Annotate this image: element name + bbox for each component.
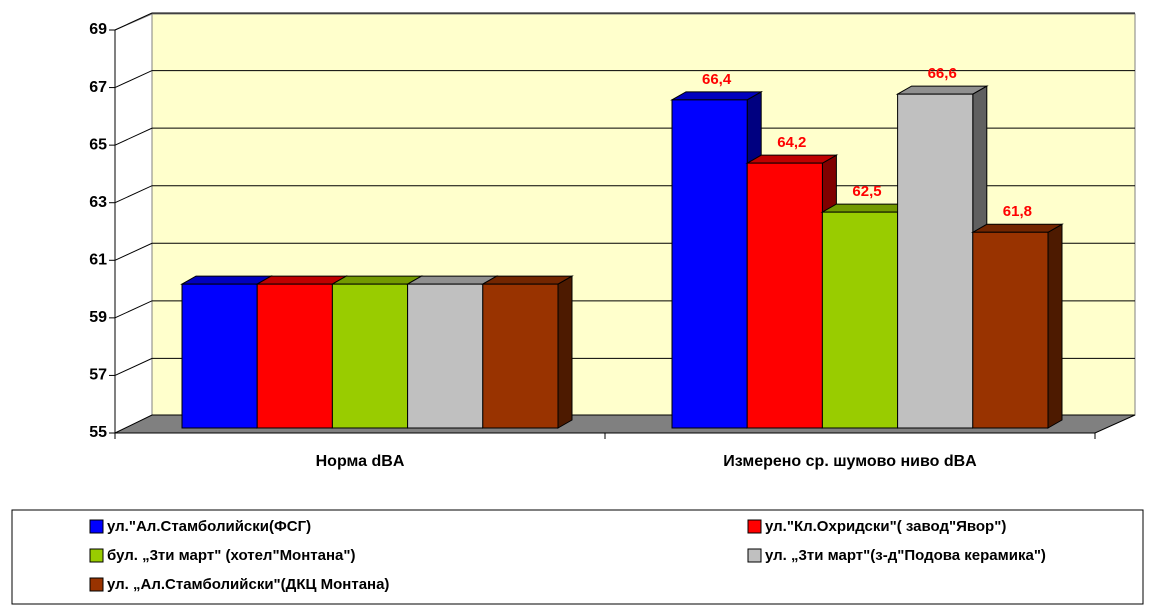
bar-top	[670, 91, 764, 101]
bar-front	[746, 162, 823, 429]
legend-swatch	[89, 548, 104, 563]
bar-top	[895, 85, 989, 95]
bar-top	[255, 275, 349, 285]
y-tick-label: 57	[89, 367, 107, 384]
value-label: 64,2	[777, 134, 806, 151]
bar-front	[256, 283, 333, 429]
bar-side	[557, 275, 573, 429]
legend	[11, 509, 1144, 605]
legend-label: ул. „Ал.Стамболийски"(ДКЦ Монтана)	[107, 576, 389, 593]
bar-front	[482, 283, 559, 429]
grid-line	[114, 70, 1135, 89]
bar	[480, 275, 574, 429]
bar-top	[330, 275, 424, 285]
bar-front	[407, 283, 484, 429]
legend-label: ул. „3ти март"(з-д"Подова керамика")	[765, 547, 1046, 564]
y-tick-label: 55	[89, 424, 107, 441]
legend-label: ул."Кл.Охридски"( завод"Явор")	[765, 518, 1006, 535]
legend-label: ул."Ал.Стамболийски(ФСГ)	[107, 518, 311, 535]
bar-front	[972, 231, 1049, 429]
y-tick-label: 65	[89, 136, 107, 153]
x-tick-label: Норма dBA	[316, 453, 405, 470]
bar-front	[181, 283, 258, 429]
grid-line	[114, 12, 1135, 31]
y-tick-label: 69	[89, 21, 107, 38]
bar-front	[331, 283, 409, 429]
grid-line	[114, 127, 1135, 146]
bar-front	[821, 211, 899, 429]
legend-swatch	[89, 519, 104, 534]
bar-top	[480, 275, 574, 285]
bar-top	[970, 223, 1064, 233]
value-label: 66,6	[928, 65, 957, 82]
bar	[970, 223, 1064, 429]
legend-swatch	[747, 548, 762, 563]
bar-front	[671, 99, 748, 429]
bar-top	[745, 154, 839, 164]
y-tick-label: 63	[89, 194, 107, 211]
y-tick-label: 59	[89, 309, 107, 326]
legend-swatch	[747, 519, 762, 534]
bar-front	[897, 93, 974, 429]
y-tick-label: 67	[89, 79, 107, 96]
bar-top	[180, 275, 274, 285]
legend-swatch	[89, 577, 104, 592]
value-label: 62,5	[852, 183, 881, 200]
bar-side	[1047, 223, 1063, 429]
x-tick-label: Измерено ср. шумово ниво dBA	[723, 453, 977, 470]
value-label: 61,8	[1003, 203, 1032, 220]
bar-top	[405, 275, 499, 285]
legend-label: бул. „3ти март" (хотел"Монтана")	[107, 547, 355, 564]
y-tick-label: 61	[89, 252, 107, 269]
value-label: 66,4	[702, 71, 732, 88]
